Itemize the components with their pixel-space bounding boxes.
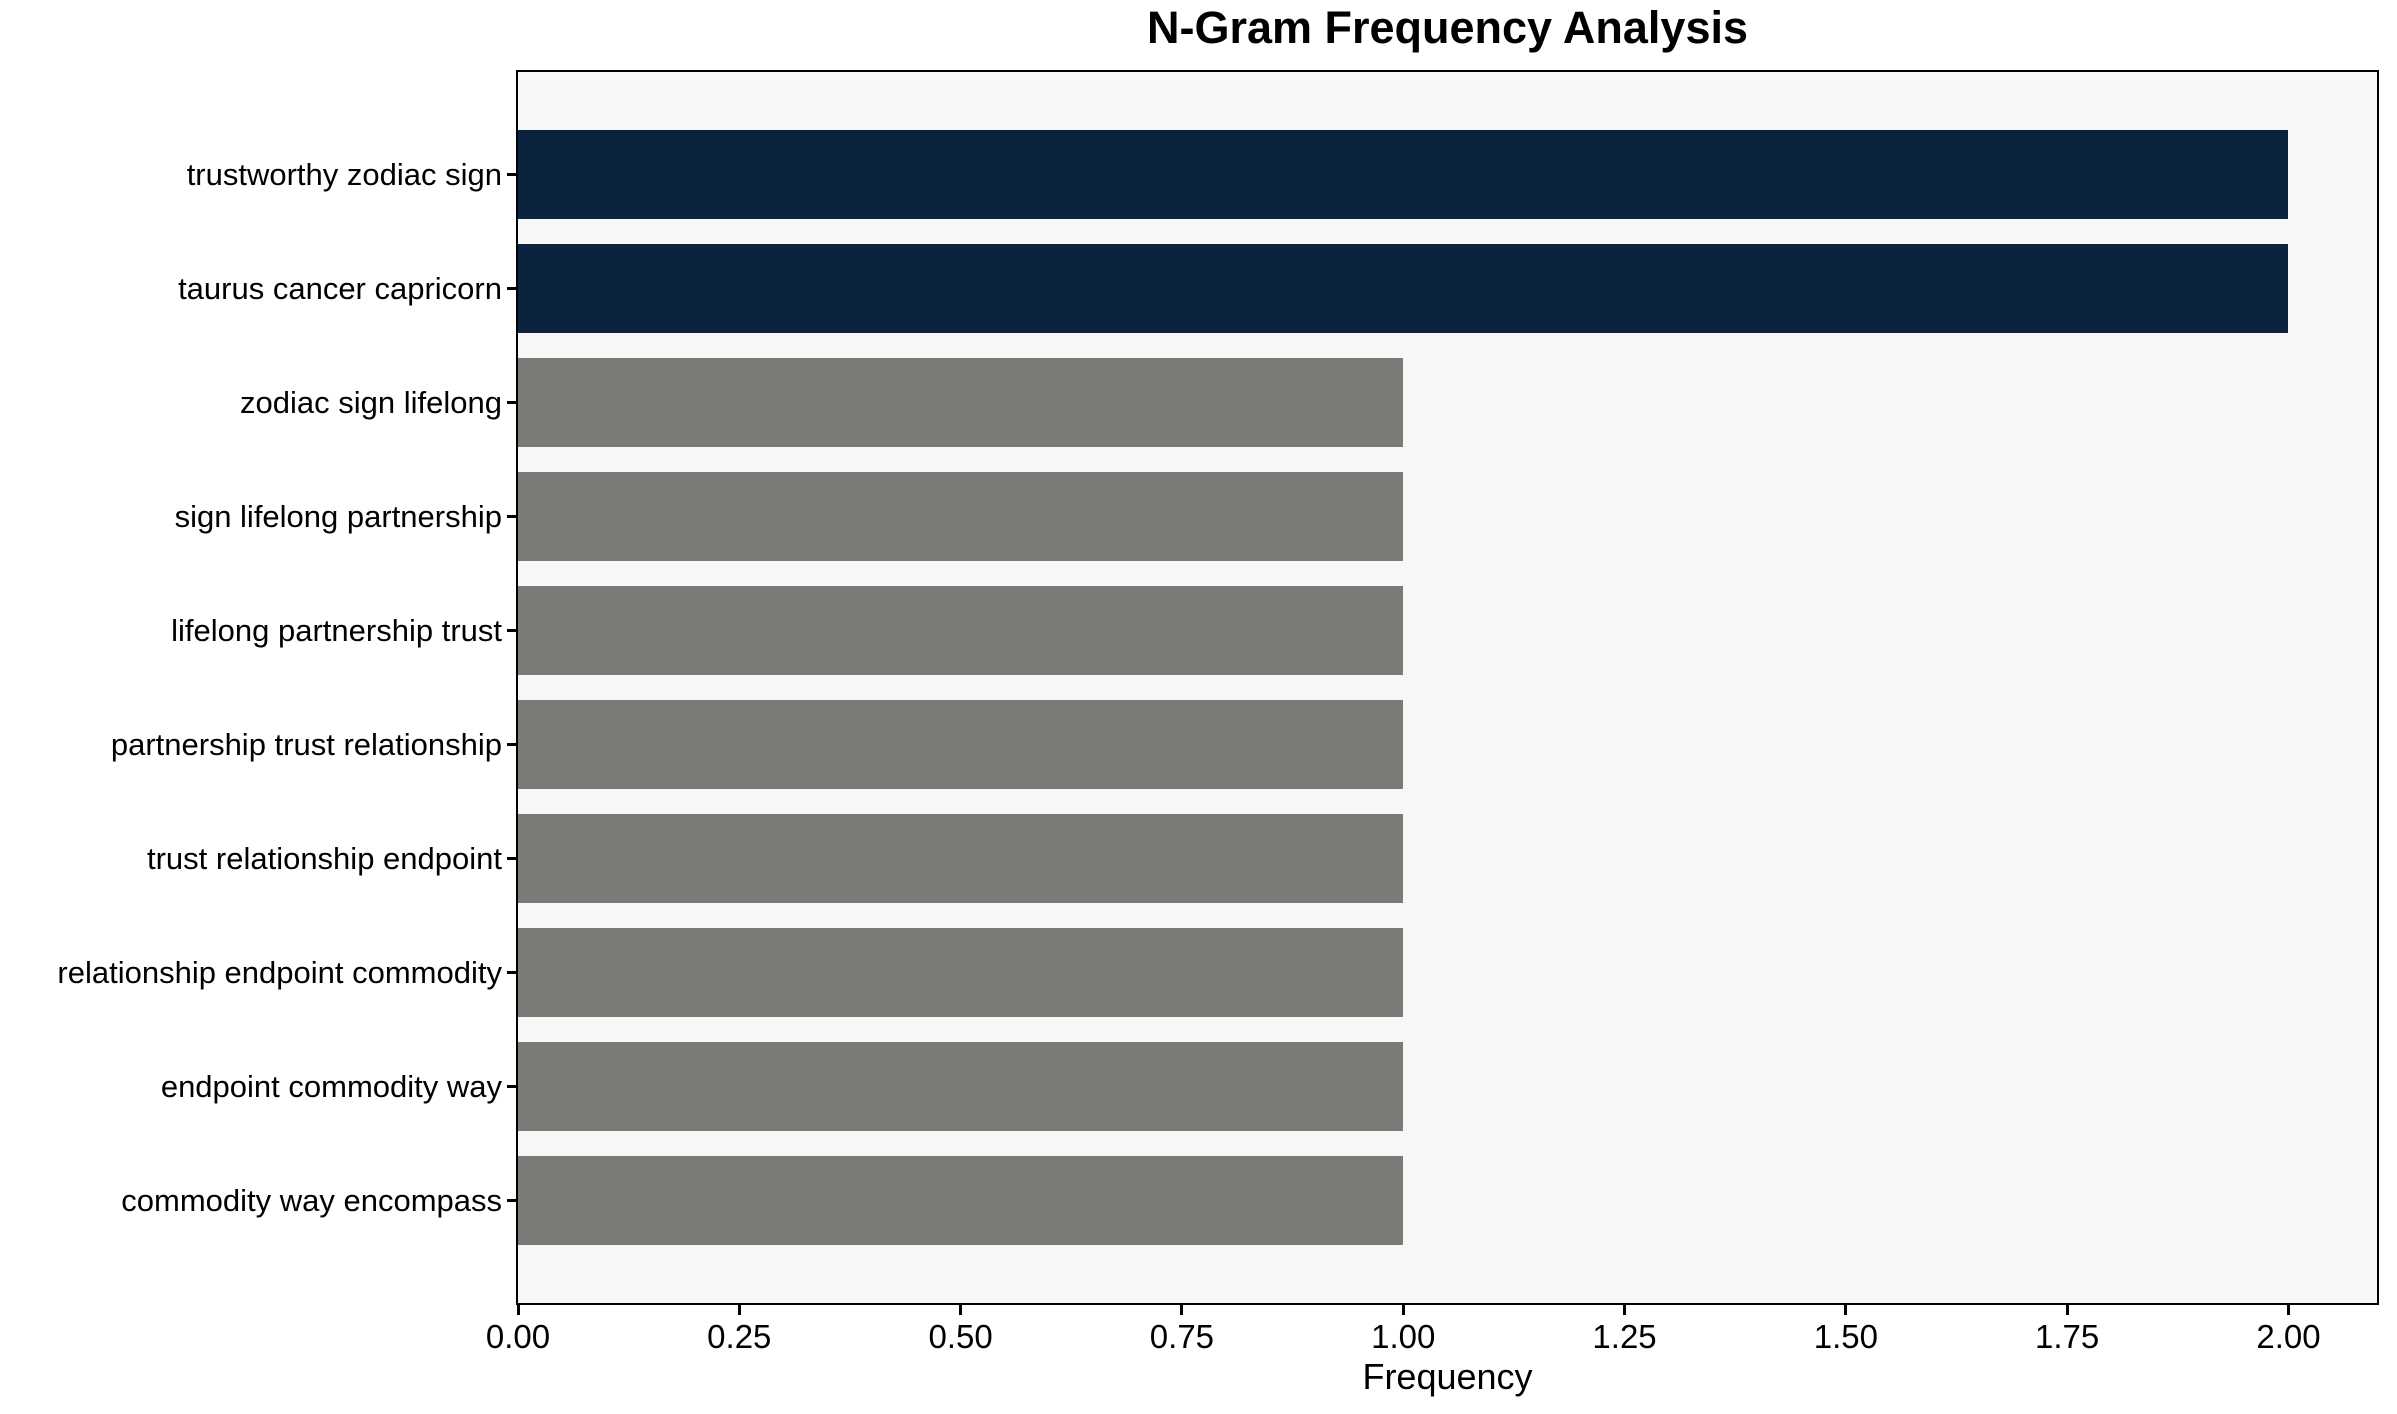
- x-tick-mark: [2065, 1305, 2069, 1315]
- y-tick-mark: [507, 743, 516, 746]
- x-tick-label: 1.75: [2035, 1318, 2100, 1355]
- x-tick-mark: [737, 1305, 741, 1315]
- x-tick-label: 2.00: [2256, 1318, 2321, 1355]
- y-tick-mark: [507, 1199, 516, 1202]
- y-tick-mark: [507, 629, 516, 632]
- y-tick-label: lifelong partnership trust: [171, 612, 502, 648]
- bar: [518, 130, 2289, 219]
- x-tick-mark: [959, 1305, 963, 1315]
- bar: [518, 244, 2289, 333]
- bar: [518, 358, 1404, 447]
- x-tick-label: 1.00: [1371, 1318, 1436, 1355]
- y-tick-label: commodity way encompass: [121, 1182, 502, 1218]
- chart-title: N-Gram Frequency Analysis: [1146, 2, 1749, 53]
- bar: [518, 814, 1404, 903]
- plot-area: [516, 70, 2379, 1305]
- x-tick-label: 0.25: [707, 1318, 772, 1355]
- y-tick-mark: [507, 515, 516, 518]
- x-tick-label: 0.75: [1149, 1318, 1215, 1355]
- y-tick-mark: [507, 1085, 516, 1088]
- y-tick-label: trust relationship endpoint: [146, 840, 502, 876]
- y-tick-label: taurus cancer capricorn: [178, 270, 502, 306]
- y-tick-label: trustworthy zodiac sign: [186, 156, 502, 192]
- x-tick-mark: [1180, 1305, 1184, 1315]
- y-tick-mark: [507, 971, 516, 974]
- y-tick-label: relationship endpoint commodity: [57, 954, 502, 990]
- y-tick-mark: [507, 287, 516, 290]
- x-tick-label: 0.00: [485, 1318, 551, 1355]
- bar: [518, 586, 1404, 675]
- x-tick-mark: [2286, 1305, 2290, 1315]
- x-tick-mark: [1844, 1305, 1848, 1315]
- x-tick-label: 0.50: [928, 1318, 993, 1355]
- x-tick-mark: [1623, 1305, 1627, 1315]
- y-tick-label: partnership trust relationship: [110, 726, 502, 762]
- bar: [518, 472, 1404, 561]
- y-tick-mark: [507, 401, 516, 404]
- x-tick-mark: [1401, 1305, 1405, 1315]
- x-tick-mark: [516, 1305, 520, 1315]
- y-tick-label: zodiac sign lifelong: [240, 384, 502, 420]
- y-tick-label: endpoint commodity way: [160, 1068, 502, 1104]
- bar: [518, 700, 1404, 789]
- y-tick-mark: [507, 173, 516, 176]
- x-axis-label: Frequency: [1362, 1356, 1533, 1397]
- x-tick-label: 1.25: [1592, 1318, 1657, 1355]
- x-tick-label: 1.50: [1813, 1318, 1878, 1355]
- bar: [518, 1042, 1404, 1131]
- y-tick-label: sign lifelong partnership: [174, 498, 502, 534]
- y-tick-mark: [507, 857, 516, 860]
- bar: [518, 928, 1404, 1017]
- bar: [518, 1156, 1404, 1245]
